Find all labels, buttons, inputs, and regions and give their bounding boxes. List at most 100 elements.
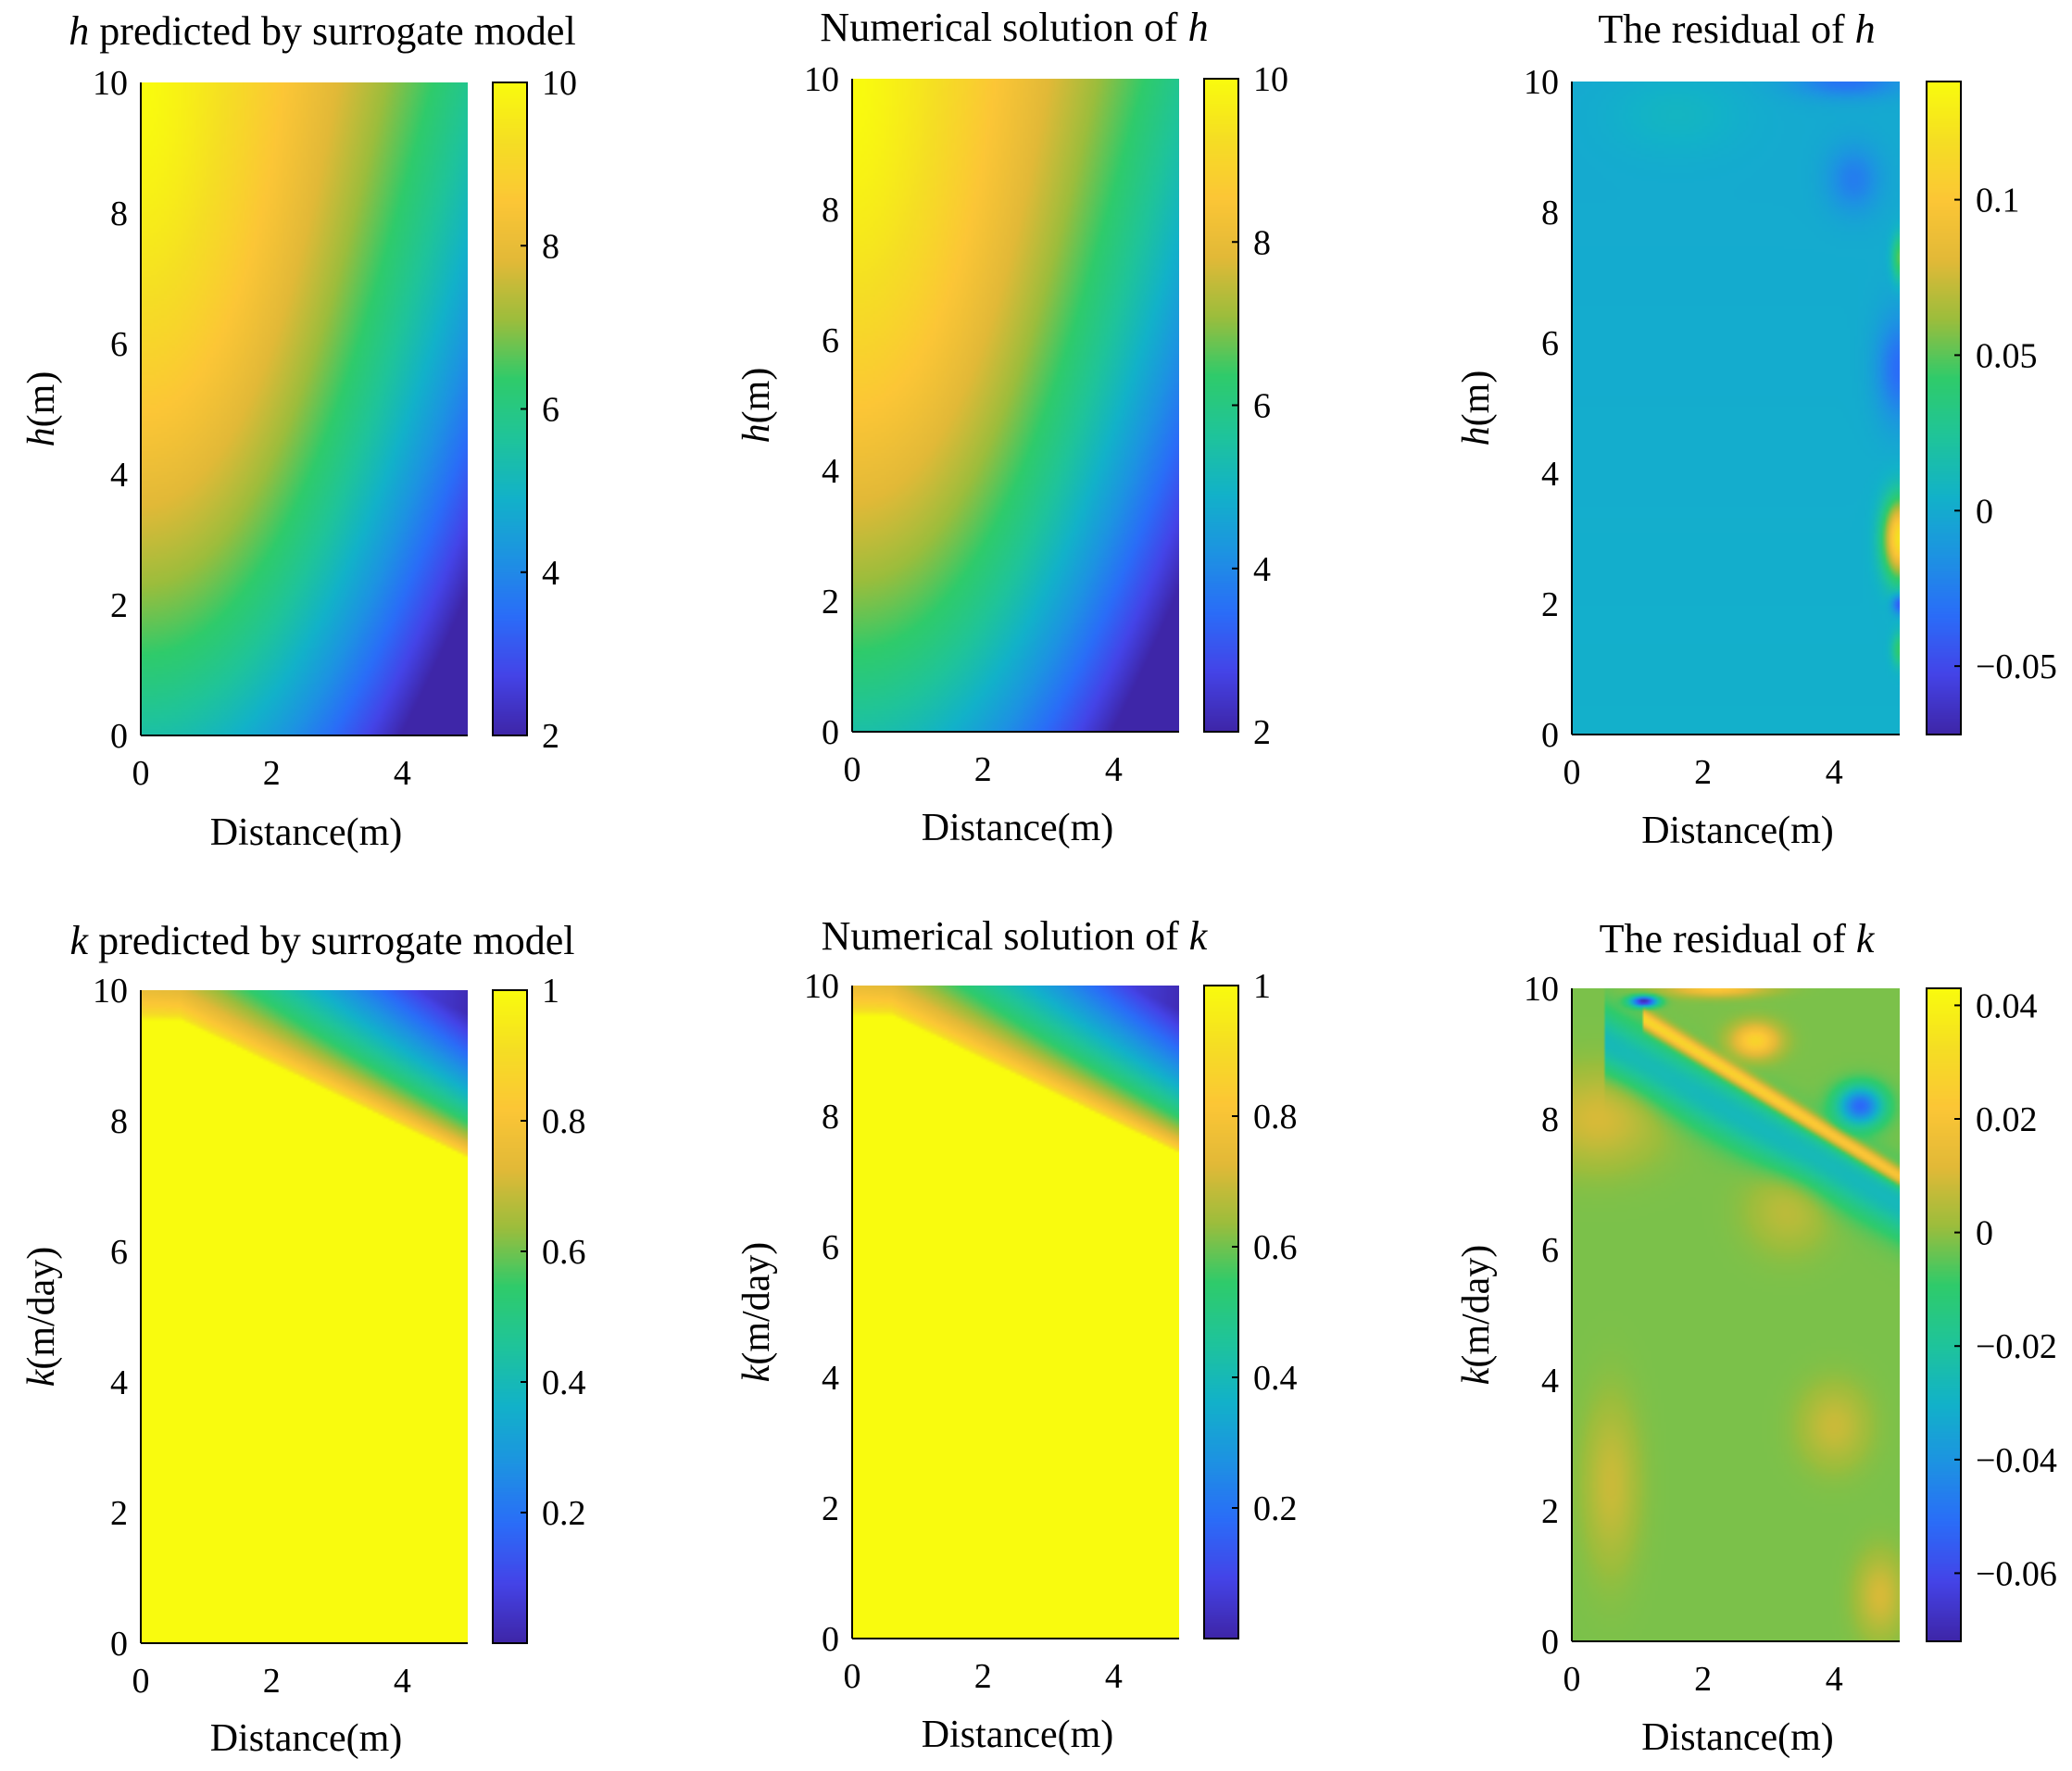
x-tick-label: 4 <box>1826 753 1843 792</box>
y-tick-label: 0 <box>1541 716 1559 755</box>
y-tick-label: 10 <box>1524 63 1559 102</box>
x-tick-label: 2 <box>1694 1660 1712 1699</box>
colorbar-tick-label: 0.04 <box>1976 986 2038 1025</box>
y-tick-label: 2 <box>1541 585 1559 624</box>
x-tick-label: 4 <box>1105 1657 1123 1696</box>
y-tick-label: 0 <box>822 1620 839 1659</box>
chart-title: h predicted by surrogate model <box>69 8 575 54</box>
heatmap-h_res <box>1572 82 1900 735</box>
y-tick-label: 4 <box>1541 455 1559 494</box>
y-tick-label: 8 <box>822 191 839 230</box>
x-tick-label: 0 <box>1563 1660 1581 1699</box>
x-tick-label: 2 <box>263 754 281 793</box>
colorbar-tick-label: 0.4 <box>542 1363 586 1402</box>
y-tick-label: 10 <box>804 967 839 1006</box>
chart-title: Numerical solution of h <box>820 5 1208 50</box>
colorbar-tick-label: 1 <box>542 972 559 1011</box>
y-tick-label: 0 <box>110 1625 128 1664</box>
colorbar-frame <box>1926 987 1962 1642</box>
panel-k_res: The residual of k 0 2 4 0 2 4 6 8 10 Distance(m) k(… <box>1455 916 2057 1759</box>
colorbar-tick-label: 4 <box>1253 550 1271 589</box>
colorbar-tick-label: 8 <box>542 227 559 266</box>
y-tick-label: 6 <box>822 1228 839 1267</box>
panel-h_num: Numerical solution of h 0 2 4 0 2 4 6 8 10 Distanc… <box>735 5 1288 849</box>
colorbar-tick-label: −0.04 <box>1976 1441 2057 1480</box>
y-tick-label: 6 <box>110 325 128 364</box>
heatmap-k_num <box>852 986 1179 1639</box>
y-tick-label: 6 <box>822 321 839 360</box>
x-tick-label: 2 <box>974 750 992 789</box>
chart-title: The residual of h <box>1598 6 1875 52</box>
y-tick-label: 4 <box>822 452 839 491</box>
y-tick-label: 8 <box>1541 194 1559 232</box>
y-tick-label: 2 <box>110 1494 128 1533</box>
x-tick-label: 4 <box>394 1662 411 1701</box>
y-axis-label: h(m) <box>20 371 63 447</box>
y-tick-label: 2 <box>110 586 128 625</box>
x-axis-label: Distance(m) <box>922 807 1114 849</box>
colorbar-tick-label: 0 <box>1976 1214 1993 1253</box>
colorbar-tick-label: 0.8 <box>1253 1098 1298 1137</box>
colorbar-frame <box>1926 81 1962 735</box>
x-tick-label: 2 <box>1694 753 1712 792</box>
colorbar-k_pred <box>493 990 527 1643</box>
y-tick-label: 8 <box>1541 1100 1559 1139</box>
heatmap-h_pred <box>141 82 468 735</box>
x-tick-label: 2 <box>974 1657 992 1696</box>
colorbar-tick-label: 0.1 <box>1976 182 2020 220</box>
y-tick-label: 6 <box>1541 1231 1559 1270</box>
x-tick-label: 0 <box>1563 753 1581 792</box>
colorbar-tick-label: 8 <box>1253 223 1271 262</box>
colorbar-tick-label: 6 <box>1253 387 1271 426</box>
y-tick-label: 10 <box>93 972 128 1011</box>
heatmap-k_pred <box>141 990 468 1643</box>
x-axis-label: Distance(m) <box>1641 810 1834 852</box>
y-tick-label: 4 <box>110 1363 128 1402</box>
colorbar-tick-label: 2 <box>1253 713 1271 752</box>
panel-k_num: Numerical solution of k 0 2 4 0 2 4 6 8 10 Distanc… <box>735 913 1298 1756</box>
panel-h_res: The residual of h 0 2 4 0 2 4 6 8 10 Distance(m) h(… <box>1455 6 2057 852</box>
colorbar-tick-label: −0.06 <box>1976 1554 2057 1593</box>
colorbar-tick-label: −0.02 <box>1976 1327 2057 1366</box>
x-tick-label: 4 <box>1105 750 1123 789</box>
y-tick-label: 8 <box>822 1098 839 1137</box>
y-tick-label: 2 <box>822 583 839 622</box>
panel-h_pred: h predicted by surrogate model 0 2 4 0 2 4 6 8 10… <box>20 8 577 854</box>
colorbar-frame <box>492 989 528 1644</box>
y-tick-label: 4 <box>110 456 128 495</box>
y-axis-label: k(m/day) <box>735 1242 778 1383</box>
x-tick-label: 0 <box>132 754 150 793</box>
y-tick-label: 0 <box>1541 1623 1559 1662</box>
colorbar-tick-label: 0.2 <box>542 1494 586 1533</box>
heatmap-h_num <box>852 79 1179 732</box>
y-tick-label: 10 <box>1524 970 1559 1009</box>
colorbar-k_num <box>1204 986 1238 1639</box>
y-tick-label: 2 <box>1541 1492 1559 1531</box>
colorbar-tick-label: −0.05 <box>1976 647 2057 686</box>
y-tick-label: 0 <box>822 713 839 752</box>
x-tick-label: 2 <box>263 1662 281 1701</box>
heatmap-k_res <box>1572 988 1900 1641</box>
y-axis-label: k(m/day) <box>1455 1245 1498 1386</box>
colorbar-h_res <box>1927 82 1961 735</box>
y-axis-label: h(m) <box>735 368 778 444</box>
y-tick-label: 0 <box>110 717 128 756</box>
colorbar-tick-label: 10 <box>542 64 577 103</box>
y-tick-label: 10 <box>804 60 839 99</box>
y-tick-label: 10 <box>93 64 128 103</box>
colorbar-tick-label: 0.6 <box>1253 1228 1298 1267</box>
colorbar-frame <box>1203 985 1239 1639</box>
y-tick-label: 4 <box>822 1359 839 1398</box>
x-axis-label: Distance(m) <box>210 811 403 854</box>
y-tick-label: 8 <box>110 1102 128 1141</box>
y-axis-label: h(m) <box>1455 371 1498 446</box>
y-tick-label: 6 <box>1541 324 1559 363</box>
colorbar-tick-label: 0.05 <box>1976 336 2038 375</box>
y-axis-label: k(m/day) <box>20 1247 63 1388</box>
colorbar-tick-label: 0.6 <box>542 1233 586 1272</box>
y-tick-label: 8 <box>110 195 128 233</box>
colorbar-k_res <box>1927 988 1961 1641</box>
y-tick-label: 6 <box>110 1233 128 1272</box>
